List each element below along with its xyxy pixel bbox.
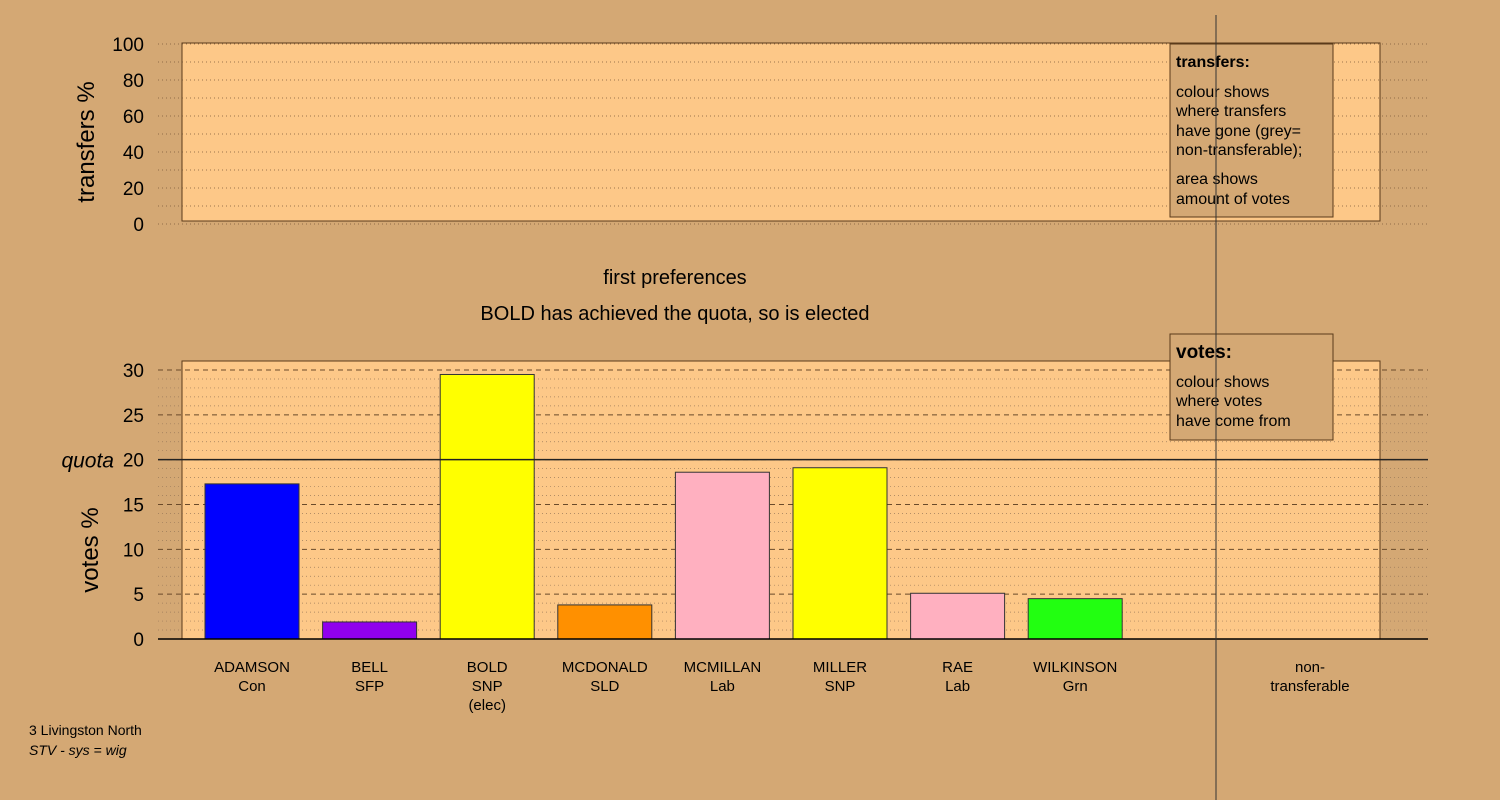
votes-legend: votes: colour shows where votes have com… — [1169, 333, 1334, 441]
candidate-party-label: SFP — [355, 678, 384, 695]
footer-system: STV - sys = wig — [29, 742, 127, 758]
candidate-party-label: SLD — [590, 678, 619, 695]
votes-y-tick-label: 15 — [123, 496, 144, 517]
votes-bars — [204, 373, 1123, 640]
candidate-name-label: MILLER — [813, 659, 867, 676]
footer-constituency: 3 Livingston North — [29, 722, 142, 738]
candidate-name-label: ADAMSON — [214, 659, 290, 676]
candidate-name-label: RAE — [942, 659, 973, 676]
candidate-party-label: Lab — [710, 678, 735, 695]
transfers-y-axis-label: transfers % — [73, 81, 100, 202]
transfers-legend-line: non-transferable); — [1176, 142, 1302, 159]
transfers-y-tick-label: 100 — [112, 35, 144, 56]
candidate-name-label: WILKINSON — [1033, 659, 1117, 676]
category-label-non-transferable-line1: non- — [1295, 659, 1325, 676]
candidate-party-label: Con — [238, 678, 266, 695]
votes-panel: 0 5 10 15 20 25 30 quota votes % ADAMSON Con BEL… — [61, 333, 1428, 714]
votes-y-ticks: 0 5 10 15 20 25 30 — [123, 361, 144, 651]
bar-bold — [439, 373, 535, 640]
votes-y-tick-label: 5 — [133, 585, 144, 606]
transfers-y-tick-label: 40 — [123, 143, 144, 164]
bar-mcmillan — [674, 471, 770, 640]
candidate-party-label: Grn — [1063, 678, 1088, 695]
transfers-y-tick-label: 0 — [133, 215, 144, 236]
transfers-legend-box — [1169, 43, 1334, 218]
transfers-legend-line: amount of votes — [1176, 191, 1290, 208]
transfers-y-tick-label: 80 — [123, 71, 144, 92]
chart-title: first preferences — [603, 267, 746, 289]
votes-legend-box — [1169, 333, 1334, 441]
bar-miller — [792, 467, 888, 640]
transfers-y-tick-label: 20 — [123, 179, 144, 200]
votes-y-axis-label: votes % — [77, 507, 104, 592]
candidate-name-label: MCDONALD — [562, 659, 648, 676]
transfers-panel: 0 20 40 60 80 100 transfers % transfers: colo… — [73, 35, 1428, 236]
transfers-y-ticks: 0 20 40 60 80 100 — [112, 35, 144, 236]
transfers-legend: transfers: colour shows where transfers … — [1169, 43, 1334, 218]
transfers-legend-line: colour shows — [1176, 84, 1269, 101]
bar-rae — [910, 592, 1006, 640]
candidate-labels: ADAMSON Con BELL SFP BOLD SNP (elec) MCDONALD SL… — [214, 659, 1117, 714]
category-label-non-transferable-line2: transferable — [1270, 678, 1349, 695]
votes-legend-line: have come from — [1176, 413, 1291, 430]
transfers-y-tick-label: 60 — [123, 107, 144, 128]
quota-label: quota — [61, 450, 114, 473]
votes-y-tick-label: 20 — [123, 451, 144, 472]
candidate-name-label: MCMILLAN — [684, 659, 762, 676]
votes-y-tick-label: 10 — [123, 540, 144, 561]
candidate-party-label: Lab — [945, 678, 970, 695]
candidate-name-label: BELL — [351, 659, 388, 676]
transfers-legend-title: transfers: — [1176, 54, 1250, 71]
bar-wilkinson — [1027, 598, 1123, 640]
votes-legend-title: votes: — [1176, 342, 1232, 363]
votes-y-tick-label: 25 — [123, 406, 144, 427]
bar-mcdonald — [557, 604, 653, 640]
votes-y-tick-label: 0 — [133, 630, 144, 651]
transfers-legend-line: have gone (grey= — [1176, 123, 1301, 140]
chart-subtitle: BOLD has achieved the quota, so is elect… — [480, 303, 869, 325]
transfers-legend-line: where transfers — [1175, 103, 1286, 120]
candidate-party-label: SNP — [825, 678, 856, 695]
transfers-legend-line: area shows — [1176, 171, 1258, 188]
bar-adamson — [204, 483, 300, 640]
candidate-status-label: (elec) — [468, 697, 506, 714]
votes-legend-line: where votes — [1175, 393, 1262, 410]
bar-bell — [322, 621, 418, 640]
candidate-name-label: BOLD — [467, 659, 508, 676]
votes-legend-line: colour shows — [1176, 374, 1269, 391]
votes-y-tick-label: 30 — [123, 361, 144, 382]
candidate-party-label: SNP — [472, 678, 503, 695]
